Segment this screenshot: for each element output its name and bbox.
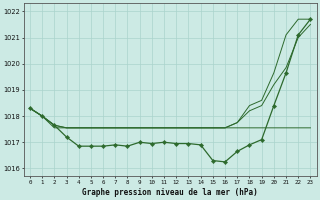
X-axis label: Graphe pression niveau de la mer (hPa): Graphe pression niveau de la mer (hPa) [82,188,258,197]
